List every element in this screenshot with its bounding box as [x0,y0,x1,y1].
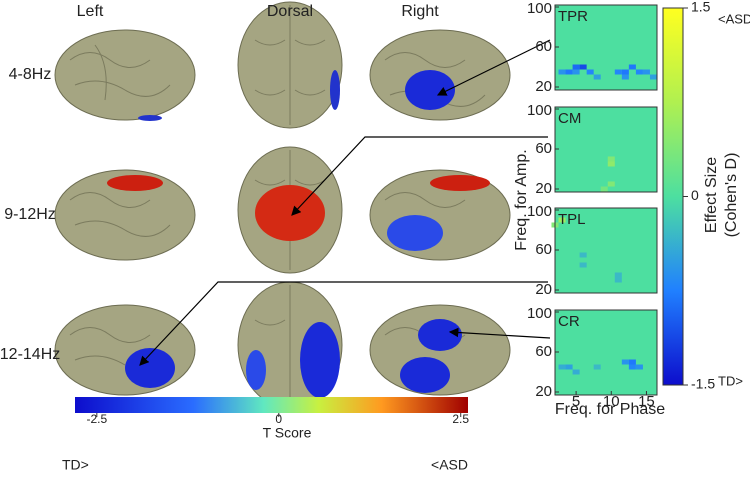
heatmap-cell [572,69,580,75]
heatmap-cell [621,359,629,365]
effect-tick-label: -1.5 [691,376,715,392]
row-label: 12-14Hz [0,346,60,363]
column-header: Left [77,3,104,20]
heatmap-cell [628,364,636,370]
heatmap-cell [572,64,580,70]
t-colorbar-label: T Score [263,425,312,441]
panel-label: CR [558,313,580,330]
heatmap-cell [607,181,615,187]
heatmap-cell [621,69,629,75]
heatmap-cell [642,69,650,75]
heatmap-background [555,5,657,90]
y-tick-label: 100 [527,305,552,322]
brain [369,304,511,396]
y-tick-label: 100 [527,203,552,220]
effect-colorbar [662,7,684,386]
x-tick-label: 15 [638,393,655,410]
effect-tick-label: 0 [691,187,699,203]
panel-label: TPL [558,211,586,228]
column-header: Right [401,3,439,20]
brain [369,169,511,261]
heatmap-background [555,310,657,395]
arrow [291,136,548,216]
t-tick-label: 0 [275,412,282,426]
heatmap-cell [558,69,566,75]
y-tick-label: 20 [535,281,552,298]
y-tick-label: 60 [535,241,552,258]
arrows [139,39,551,366]
heatmap-cell [579,252,587,258]
heatmap-cell [614,272,622,278]
heatmap-cell [565,364,573,370]
arrow [448,327,551,339]
y-axis-label: Freq. for Amp. [513,149,530,250]
heatmap-cell [600,186,608,192]
heatmap-cell [558,364,566,370]
brain [54,29,196,121]
heatmap-cell [586,69,594,75]
x-axis-label: Freq. for Phase [555,401,665,418]
heatmap-cell [607,161,615,167]
heatmap-cell [628,64,636,70]
effect-tick-label: 1.5 [691,0,711,15]
heatmap-background [555,208,657,293]
heatmap-cell [614,69,622,75]
brain [237,1,343,129]
arrow [139,281,548,366]
y-tick-label: 20 [535,78,552,95]
y-tick-label: 20 [535,180,552,197]
x-tick-label: 5 [572,393,580,410]
panel-label: TPR [558,8,588,25]
y-tick-label: 100 [527,102,552,119]
brain [237,281,343,409]
brain [54,169,196,261]
heatmap-cell [579,262,587,268]
heatmap-cell [635,69,643,75]
brains [54,1,511,409]
y-tick-label: 60 [535,38,552,55]
heatmap-cell [593,74,601,80]
heatmap-cell [593,364,601,370]
heatmap-cell [607,156,615,162]
t-tick-label: -2.5 [86,412,107,426]
column-header: Dorsal [267,3,313,20]
t-note: <ASD [431,457,468,473]
row-label: 4-8Hz [9,66,52,83]
heatmap-cell [649,74,657,80]
heatmap-cell [635,364,643,370]
t-tick-label: 2.5 [452,412,469,426]
y-tick-label: 60 [535,343,552,360]
effect-note: TD> [718,373,743,388]
row-label: 9-12Hz [4,206,56,223]
heatmap-cell [628,359,636,365]
effect-note: <ASD [718,11,750,26]
effect-label: Effect Size [703,157,720,233]
heatmap-cell [614,277,622,283]
heatmap-cell [572,369,580,375]
brain [369,29,511,121]
y-tick-label: 100 [527,0,552,17]
t-note: TD> [62,457,89,473]
t-colorbar [75,397,468,413]
y-tick-label: 20 [535,383,552,400]
heatmap-cell [565,69,573,75]
brain [54,304,196,396]
brain [237,146,343,274]
panel-label: CM [558,110,581,127]
arrow [436,39,551,96]
x-tick-label: 10 [603,393,620,410]
heatmap-cell [558,217,566,223]
heatmap-cell [621,74,629,80]
y-tick-label: 60 [535,140,552,157]
effect-label: (Cohen's D) [723,153,740,238]
heatmap-background [555,107,657,192]
heatmap-cell [579,64,587,70]
